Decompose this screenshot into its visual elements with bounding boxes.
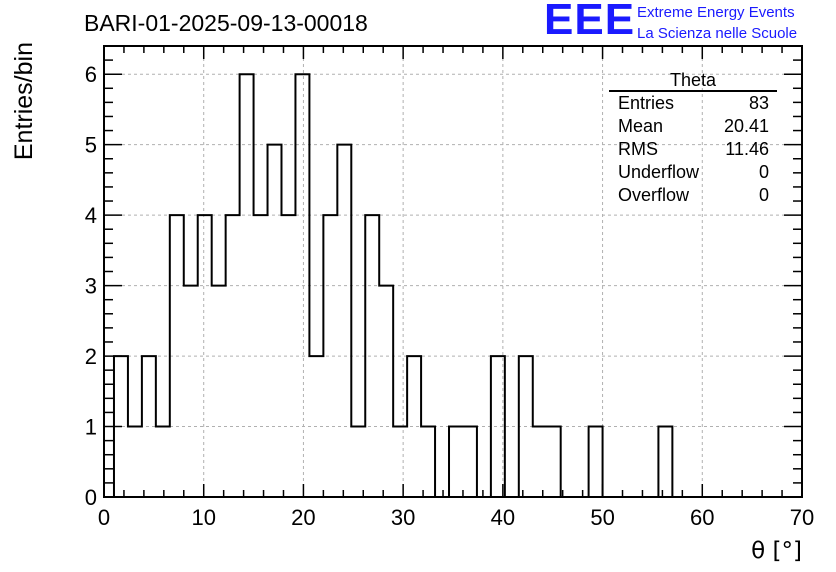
stats-label: Entries xyxy=(618,93,675,113)
stats-label: RMS xyxy=(618,139,658,159)
run-title: BARI-01-2025-09-13-00018 xyxy=(84,10,368,36)
stats-title: Theta xyxy=(609,70,777,92)
stats-value: 0 xyxy=(758,162,769,182)
y-tick-label: 6 xyxy=(85,62,97,87)
stats-row-underflow: Underflow 0 xyxy=(609,161,777,184)
histogram-outline xyxy=(112,73,674,498)
stats-value: 11.46 xyxy=(725,139,769,159)
plot-area xyxy=(104,46,802,497)
stats-row-entries: Entries 83 xyxy=(609,92,777,115)
eee-logo-mark: EEE xyxy=(544,0,636,44)
stats-label: Underflow xyxy=(618,162,700,182)
stats-box: Theta Entries 83 Mean 20.41 RMS 11.46 Un… xyxy=(609,70,777,207)
y-tick-label: 1 xyxy=(85,415,97,440)
x-axis-label: θ [°] xyxy=(751,538,802,564)
x-tick-label: 50 xyxy=(590,505,614,530)
logo-line1: Extreme Energy Events xyxy=(637,4,795,21)
y-tick-label: 4 xyxy=(85,203,97,228)
logo-line2: La Scienza nelle Scuole xyxy=(637,25,798,42)
x-tick-label: 70 xyxy=(790,505,814,530)
x-tick-label: 30 xyxy=(391,505,415,530)
x-tick-label: 40 xyxy=(491,505,515,530)
stats-value: 20.41 xyxy=(723,116,769,136)
stats-value: 0 xyxy=(758,185,769,205)
x-tick-label: 0 xyxy=(98,505,110,530)
stats-row-rms: RMS 11.46 xyxy=(609,138,777,161)
y-axis-label: Entries/bin xyxy=(10,42,38,160)
stats-value: 83 xyxy=(748,93,769,113)
y-tick-label: 5 xyxy=(85,133,97,158)
y-tick-label: 0 xyxy=(85,485,97,510)
x-tick-label: 10 xyxy=(191,505,215,530)
x-tick-label: 60 xyxy=(690,505,714,530)
y-tick-label: 3 xyxy=(85,274,97,299)
y-tick-label: 2 xyxy=(85,344,97,369)
stats-label: Mean xyxy=(618,116,664,136)
stats-row-overflow: Overflow 0 xyxy=(609,184,777,207)
stats-row-mean: Mean 20.41 xyxy=(609,115,777,138)
stats-label: Overflow xyxy=(618,185,690,205)
x-tick-label: 20 xyxy=(291,505,315,530)
